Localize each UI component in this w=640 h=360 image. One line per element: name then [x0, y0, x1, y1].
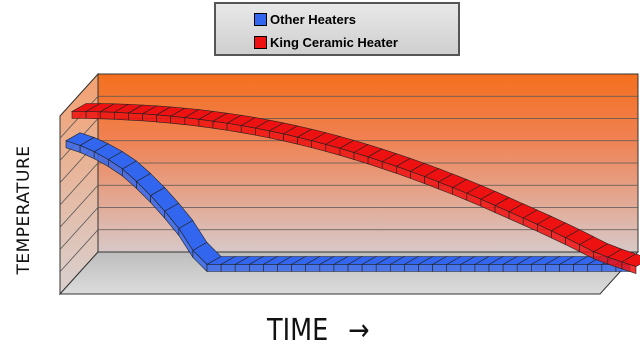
ribbon-front [170, 115, 186, 125]
ribbon-front [474, 264, 490, 272]
ribbon-front [114, 111, 129, 121]
ribbon-front [621, 261, 637, 275]
ribbon-front [277, 264, 292, 272]
ribbon-front [142, 113, 157, 123]
legend-item-king-ceramic-heater: King Ceramic Heater [254, 32, 398, 52]
ribbon-front [71, 111, 87, 119]
legend-item-other-heaters: Other Heaters [254, 9, 356, 29]
side-gridline [59, 184, 99, 228]
series-king-ceramic-heater [70, 103, 640, 275]
ribbon-front [516, 264, 532, 272]
legend-swatch-red [254, 35, 267, 49]
ribbon-front [333, 264, 349, 272]
legend-swatch-blue [254, 12, 267, 26]
side-gridline [59, 229, 99, 273]
ribbon-front [99, 111, 115, 120]
ribbon-front [263, 264, 278, 272]
ribbon-front [545, 264, 560, 272]
ribbon-front [488, 264, 504, 272]
side-gridline [59, 207, 99, 250]
x-axis-label-group: TIME → [267, 313, 370, 348]
ribbon-front [198, 118, 214, 129]
ribbon-front [347, 264, 363, 272]
ribbon-front [234, 264, 250, 272]
y-axis-label: TEMPERATURE [14, 145, 34, 275]
side-gridline [59, 162, 99, 206]
ribbon-front [85, 111, 101, 120]
legend: Other Heaters King Ceramic Heater [214, 2, 460, 56]
ribbon-front [361, 264, 377, 272]
series-other-heaters [65, 132, 640, 273]
ribbon-front [418, 264, 433, 272]
ribbon-front [530, 264, 546, 272]
ribbon-front [573, 264, 589, 272]
ribbon-front [502, 264, 518, 272]
ribbon-front [305, 264, 321, 272]
ribbon-front [432, 264, 448, 272]
ribbon-front [446, 264, 462, 272]
legend-label-king-ceramic-heater: King Ceramic Heater [270, 34, 398, 50]
ribbon-front [128, 112, 143, 122]
x-axis-arrow-icon: → [348, 313, 370, 348]
ribbon-front [375, 264, 391, 272]
ribbon-front [319, 264, 335, 272]
ribbon-front [460, 264, 476, 272]
ribbon-front [291, 264, 307, 272]
legend-label-other-heaters: Other Heaters [270, 11, 356, 27]
ribbon-front [206, 264, 222, 272]
ribbon-front [220, 264, 236, 272]
x-axis-label: TIME [267, 313, 329, 348]
ribbon-front [389, 264, 405, 272]
ribbon-front [404, 264, 419, 272]
ribbon-front [559, 264, 574, 272]
ribbon-front [184, 117, 200, 127]
ribbon-front [249, 264, 264, 272]
ribbon-front [587, 264, 603, 272]
ribbon-front [156, 114, 171, 124]
